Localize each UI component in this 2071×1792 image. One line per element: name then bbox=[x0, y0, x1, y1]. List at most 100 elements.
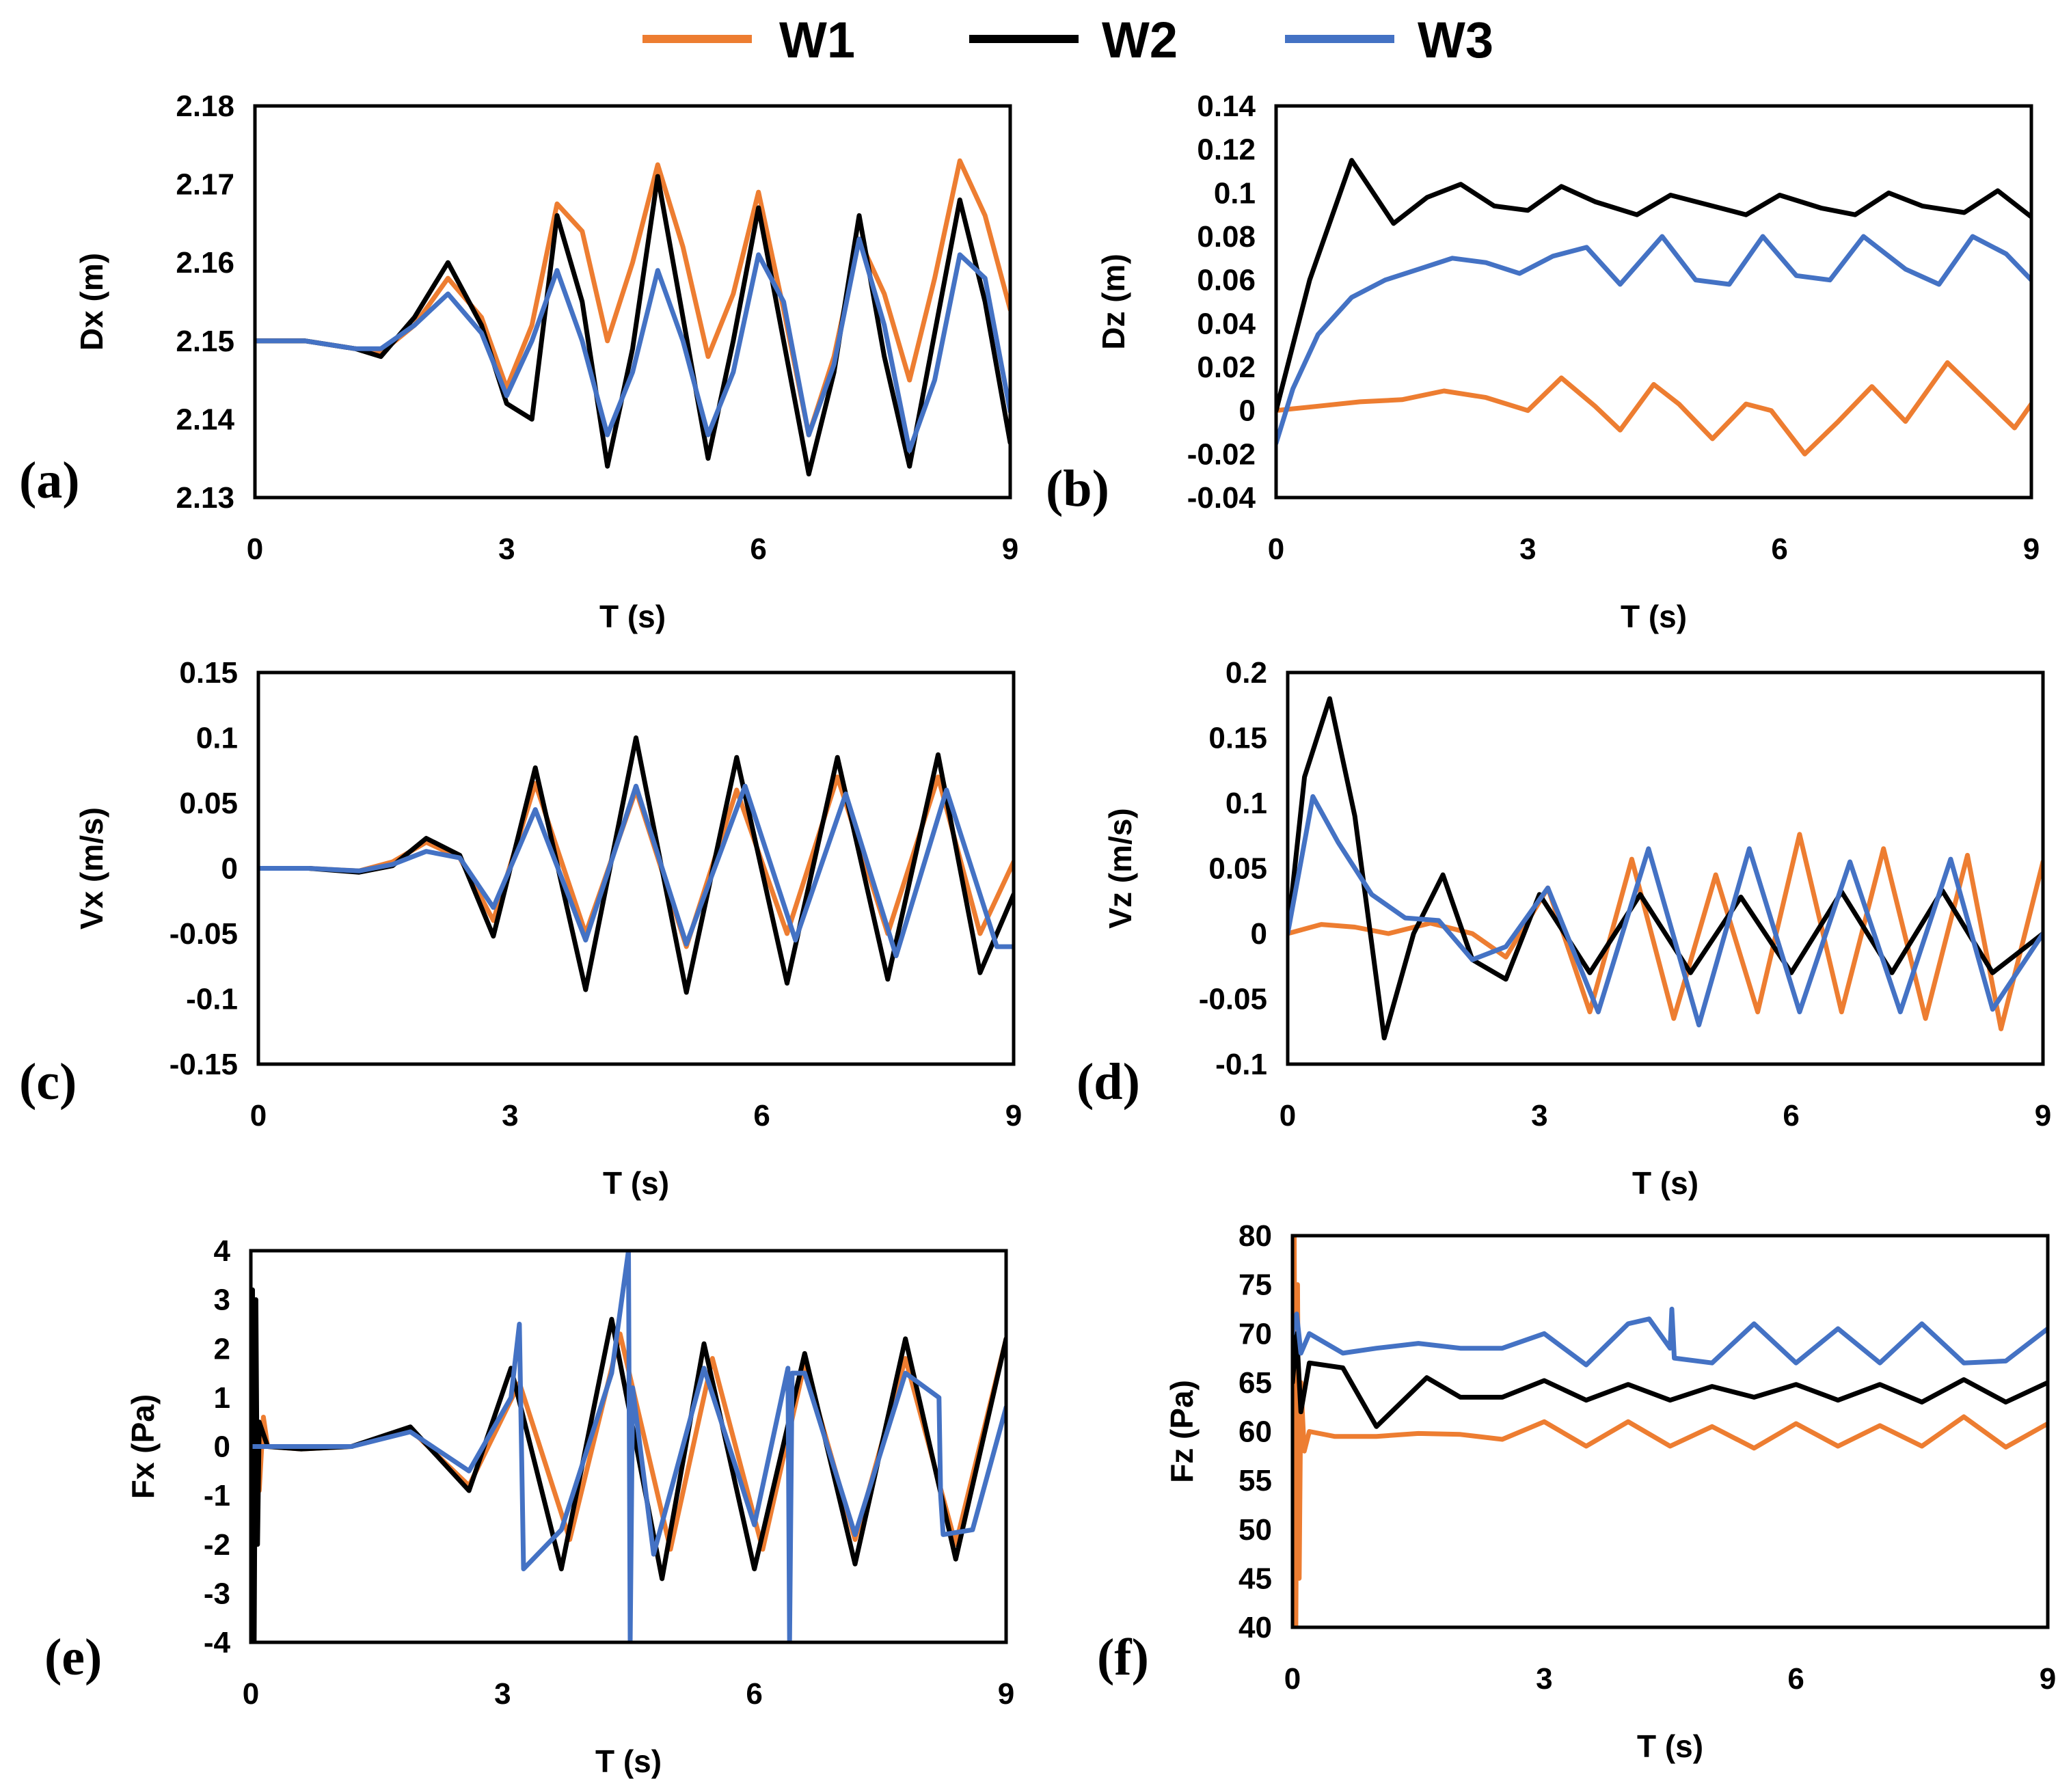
y-tick-label-a: 2.16 bbox=[176, 246, 234, 280]
y-tick-label-e: -1 bbox=[204, 1479, 230, 1512]
x-axis-title-f: T (s) bbox=[1637, 1728, 1703, 1764]
x-tick-label-d: 3 bbox=[1531, 1099, 1547, 1132]
x-tick-label-c: 0 bbox=[250, 1099, 267, 1132]
legend-item-w3: W3 bbox=[1285, 12, 1493, 68]
plot-area-e bbox=[251, 1251, 1006, 1642]
series-line-b-w2 bbox=[1276, 158, 2031, 413]
x-axis-title-c: T (s) bbox=[603, 1165, 669, 1201]
plot-area-a bbox=[255, 158, 1010, 477]
x-tick-label-c: 3 bbox=[502, 1099, 518, 1132]
x-tick-label-e: 9 bbox=[998, 1677, 1014, 1711]
y-tick-label-a: 2.13 bbox=[176, 481, 234, 515]
series-line-a-w2 bbox=[255, 174, 1010, 477]
y-tick-label-f: 50 bbox=[1238, 1513, 1272, 1547]
y-tick-label-f: 55 bbox=[1238, 1464, 1272, 1497]
x-tick-label-d: 6 bbox=[1783, 1099, 1799, 1132]
x-tick-label-e: 6 bbox=[746, 1677, 762, 1711]
x-tick-label-f: 3 bbox=[1536, 1662, 1552, 1696]
y-tick-label-e: 2 bbox=[214, 1332, 230, 1366]
y-tick-label-b: 0.12 bbox=[1197, 133, 1256, 167]
x-tick-label-f: 0 bbox=[1284, 1662, 1301, 1696]
panel-f: 40 45 50 55 60 65 70 75 80 0 3 6 9 T (s) Fz (Pa) (f) bbox=[1097, 1219, 2056, 1764]
y-tick-label-d: 0.05 bbox=[1208, 852, 1267, 886]
y-tick-label-f: 75 bbox=[1238, 1268, 1272, 1302]
x-tick-label-b: 6 bbox=[1771, 532, 1787, 566]
y-tick-label-e: 3 bbox=[214, 1284, 230, 1317]
y-axis-title-b: Dz (m) bbox=[1096, 254, 1131, 350]
y-tick-label-a: 2.18 bbox=[176, 90, 234, 123]
series-line-b-w1 bbox=[1276, 360, 2031, 457]
y-tick-label-a: 2.15 bbox=[176, 325, 234, 358]
x-tick-label-d: 9 bbox=[2035, 1099, 2051, 1132]
y-tick-label-e: 0 bbox=[214, 1430, 230, 1464]
series-line-a-w1 bbox=[255, 158, 1010, 437]
x-axis-title-d: T (s) bbox=[1632, 1165, 1698, 1201]
x-tick-label-b: 9 bbox=[2023, 532, 2040, 566]
x-tick-label-e: 0 bbox=[243, 1677, 259, 1711]
y-tick-label-b: 0.08 bbox=[1197, 220, 1256, 254]
series-line-f-w2 bbox=[1292, 1331, 2048, 1429]
y-tick-label-b: 0 bbox=[1239, 394, 1256, 428]
x-tick-label-c: 6 bbox=[753, 1099, 770, 1132]
legend: W1 W2 W3 bbox=[642, 12, 1493, 68]
legend-item-w1: W1 bbox=[642, 12, 855, 68]
y-tick-label-a: 2.17 bbox=[176, 168, 234, 202]
plot-area-c bbox=[258, 735, 1014, 995]
y-tick-label-b: 0.06 bbox=[1197, 264, 1256, 297]
series-line-f-w3 bbox=[1292, 1306, 2048, 1368]
panel-e: -4 -3 -2 -1 0 1 2 3 4 0 3 6 9 T (s) Fx (Pa) (e) bbox=[44, 1234, 1014, 1779]
y-tick-label-e: 1 bbox=[214, 1381, 230, 1415]
x-tick-label-a: 9 bbox=[1002, 532, 1018, 566]
panel-label-c: (c) bbox=[19, 1053, 77, 1111]
panel-d: -0.1 -0.05 0 0.05 0.1 0.15 0.2 0 3 6 9 T (s) Vz (m/s… bbox=[1077, 656, 2051, 1201]
y-tick-label-c: -0.1 bbox=[186, 983, 238, 1016]
x-axis-title-e: T (s) bbox=[595, 1743, 662, 1779]
x-tick-label-b: 0 bbox=[1268, 532, 1284, 566]
y-tick-label-a: 2.14 bbox=[176, 403, 234, 436]
legend-item-w2: W2 bbox=[969, 12, 1178, 68]
x-axis-title-b: T (s) bbox=[1621, 599, 1687, 634]
y-tick-label-d: 0.2 bbox=[1226, 656, 1267, 690]
series-line-e-w3 bbox=[251, 1251, 1006, 1642]
y-axis-title-d: Vz (m/s) bbox=[1102, 808, 1138, 928]
y-tick-label-e: 4 bbox=[214, 1234, 231, 1268]
panel-label-f: (f) bbox=[1097, 1629, 1149, 1686]
panel-label-d: (d) bbox=[1077, 1053, 1140, 1111]
plot-area-f bbox=[1292, 1236, 2048, 1627]
panel-b: -0.04 -0.02 0 0.02 0.04 0.06 0.08 0.1 0.12 0.14 0 3… bbox=[1046, 90, 2040, 634]
y-axis-title-a: Dx (m) bbox=[74, 253, 109, 351]
y-tick-label-c: 0.15 bbox=[179, 656, 238, 690]
legend-label-w1: W1 bbox=[779, 12, 855, 68]
y-tick-label-c: 0.05 bbox=[179, 787, 238, 820]
panel-a: 2.13 2.14 2.15 2.16 2.17 2.18 0 3 6 9 T (s) Dx (m) (… bbox=[19, 90, 1018, 634]
plot-frame-d bbox=[1286, 670, 2045, 1066]
x-tick-label-b: 3 bbox=[1519, 532, 1536, 566]
y-tick-label-b: -0.02 bbox=[1187, 437, 1256, 471]
y-tick-label-e: -2 bbox=[204, 1528, 230, 1562]
plot-frame-a bbox=[253, 104, 1012, 500]
panel-c: -0.15 -0.1 -0.05 0 0.05 0.1 0.15 0 3 6 9 T (s) Vx (m… bbox=[19, 656, 1022, 1201]
legend-label-w3: W3 bbox=[1418, 12, 1493, 68]
plot-frame-b bbox=[1274, 104, 2033, 500]
series-line-d-w1 bbox=[1288, 832, 2043, 1031]
x-tick-label-a: 0 bbox=[247, 532, 263, 566]
y-tick-label-d: -0.1 bbox=[1215, 1048, 1267, 1081]
panel-label-a: (a) bbox=[19, 452, 80, 509]
x-tick-label-f: 9 bbox=[2040, 1662, 2056, 1696]
y-tick-label-d: 0 bbox=[1251, 917, 1267, 951]
x-tick-label-e: 3 bbox=[494, 1677, 511, 1711]
y-tick-label-c: 0 bbox=[221, 852, 238, 886]
y-tick-label-c: -0.15 bbox=[170, 1048, 238, 1081]
plot-frame-c bbox=[256, 670, 1016, 1066]
x-tick-label-a: 6 bbox=[750, 532, 766, 566]
y-tick-label-e: -3 bbox=[204, 1577, 230, 1610]
y-tick-label-c: -0.05 bbox=[170, 917, 238, 951]
series-line-b-w3 bbox=[1276, 234, 2031, 446]
panel-label-b: (b) bbox=[1046, 460, 1109, 517]
y-tick-label-b: 0.04 bbox=[1197, 307, 1256, 340]
x-tick-label-f: 6 bbox=[1787, 1662, 1804, 1696]
series-line-c-w3 bbox=[258, 783, 1014, 958]
y-tick-label-b: 0.1 bbox=[1214, 176, 1256, 210]
y-tick-label-f: 60 bbox=[1238, 1415, 1272, 1449]
